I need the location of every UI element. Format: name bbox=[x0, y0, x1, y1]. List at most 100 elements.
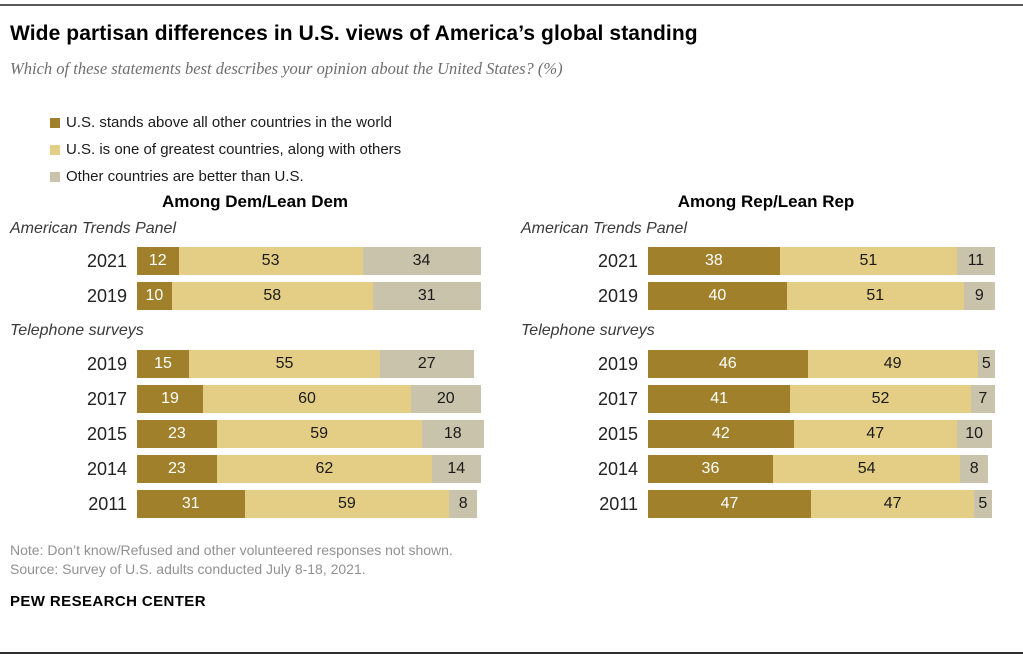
legend-swatch-icon bbox=[50, 171, 60, 182]
bar-value-label: 23 bbox=[168, 425, 186, 442]
section-label: Telephone surveys bbox=[521, 322, 655, 339]
bar-row: 2019 40 51 9 bbox=[521, 282, 1022, 310]
bar-segment: 58 bbox=[171, 282, 373, 310]
year-label: 2014 bbox=[86, 458, 127, 479]
bar-row: 2017 19 60 20 bbox=[10, 385, 511, 413]
bar-track: 19 60 20 bbox=[137, 385, 481, 413]
bar-row: 2011 47 47 5 bbox=[521, 490, 1022, 518]
chart-panel: Among Rep/Lean Rep American Trends Panel 2… bbox=[511, 192, 1022, 525]
bar-value-label: 5 bbox=[981, 355, 991, 372]
bar-segment: 20 bbox=[411, 385, 481, 413]
bar-segment: 52 bbox=[790, 385, 971, 413]
bar-value-label: 23 bbox=[168, 460, 186, 477]
bar-segment: 59 bbox=[244, 490, 450, 518]
bar-track: 12 53 34 bbox=[137, 247, 481, 275]
panel-title: Among Dem/Lean Dem bbox=[161, 192, 349, 211]
bar-segment: 31 bbox=[372, 282, 481, 310]
bar-value-label: 8 bbox=[458, 495, 468, 512]
bar-value-label: 11 bbox=[967, 252, 985, 269]
bar-track: 10 58 31 bbox=[137, 282, 481, 310]
bar-segment: 8 bbox=[960, 455, 989, 483]
bar-track: 23 62 14 bbox=[137, 455, 481, 483]
bar-row: 2014 23 62 14 bbox=[10, 455, 511, 483]
legend-item: U.S. is one of greatest countries, along… bbox=[50, 136, 1023, 163]
bar-segment: 23 bbox=[137, 455, 217, 483]
year-label: 2021 bbox=[86, 250, 127, 271]
note-text: Note: Don’t know/Refused and other volun… bbox=[10, 542, 453, 558]
year-label: 2011 bbox=[88, 493, 127, 514]
bar-segment: 41 bbox=[648, 385, 791, 413]
bar-segment: 51 bbox=[786, 282, 964, 310]
bar-segment: 5 bbox=[974, 490, 992, 518]
bar-segment: 54 bbox=[772, 455, 961, 483]
panel-title: Among Rep/Lean Rep bbox=[677, 192, 855, 211]
bar-row: 2021 38 51 11 bbox=[521, 247, 1022, 275]
bar-segment: 47 bbox=[811, 490, 975, 518]
bar-row: 2015 42 47 10 bbox=[521, 420, 1022, 448]
bar-value-label: 36 bbox=[701, 460, 720, 477]
bar-value-label: 55 bbox=[275, 355, 294, 372]
bar-segment: 12 bbox=[137, 247, 179, 275]
bar-value-label: 59 bbox=[310, 425, 329, 442]
year-label: 2019 bbox=[597, 285, 638, 306]
bar-segment: 9 bbox=[963, 282, 995, 310]
bar-value-label: 19 bbox=[161, 390, 179, 407]
bar-segment: 51 bbox=[779, 247, 957, 275]
legend-label: Other countries are better than U.S. bbox=[66, 168, 304, 185]
bar-track: 40 51 9 bbox=[648, 282, 995, 310]
year-label: 2019 bbox=[86, 353, 127, 374]
section-label: Telephone surveys bbox=[10, 322, 144, 339]
bar-value-label: 31 bbox=[181, 495, 200, 512]
chart-panels: Among Dem/Lean Dem American Trends Panel 2… bbox=[0, 192, 1023, 525]
bar-segment: 47 bbox=[793, 420, 957, 448]
bar-segment: 49 bbox=[807, 350, 978, 378]
legend-swatch-icon bbox=[50, 144, 60, 155]
bar-value-label: 51 bbox=[859, 252, 878, 269]
bar-row: 2021 12 53 34 bbox=[10, 247, 511, 275]
year-label: 2015 bbox=[597, 423, 638, 444]
bar-segment: 23 bbox=[137, 420, 217, 448]
bar-segment: 10 bbox=[956, 420, 992, 448]
bar-segment: 19 bbox=[137, 385, 203, 413]
bar-segment: 46 bbox=[648, 350, 808, 378]
chart-notes: Note: Don’t know/Refused and other volun… bbox=[10, 541, 1013, 579]
bar-segment: 36 bbox=[648, 455, 773, 483]
bar-value-label: 15 bbox=[154, 355, 172, 372]
bar-value-label: 38 bbox=[705, 252, 723, 269]
bar-segment: 55 bbox=[189, 350, 380, 378]
year-label: 2021 bbox=[597, 250, 638, 271]
legend-item: U.S. stands above all other countries in… bbox=[50, 109, 1023, 136]
bar-value-label: 8 bbox=[969, 460, 979, 477]
legend-label: U.S. is one of greatest countries, along… bbox=[66, 141, 402, 158]
bar-segment: 60 bbox=[202, 385, 412, 413]
legend-item: Other countries are better than U.S. bbox=[50, 163, 1023, 190]
bar-segment: 15 bbox=[137, 350, 190, 378]
bottom-divider bbox=[0, 652, 1023, 654]
bar-row: 2014 36 54 8 bbox=[521, 455, 1022, 483]
bar-value-label: 10 bbox=[145, 287, 164, 304]
bar-row: 2011 31 59 8 bbox=[10, 490, 511, 518]
year-label: 2017 bbox=[597, 388, 638, 409]
bar-track: 41 52 7 bbox=[648, 385, 995, 413]
bar-track: 15 55 27 bbox=[137, 350, 474, 378]
bar-value-label: 41 bbox=[710, 390, 729, 407]
bar-value-label: 27 bbox=[417, 355, 436, 372]
bar-segment: 8 bbox=[449, 490, 478, 518]
bar-segment: 31 bbox=[137, 490, 245, 518]
bar-segment: 18 bbox=[421, 420, 484, 448]
bar-value-label: 40 bbox=[708, 287, 727, 304]
bar-segment: 38 bbox=[648, 247, 780, 275]
page-subtitle: Which of these statements best describes… bbox=[10, 59, 563, 78]
source-text: Source: Survey of U.S. adults conducted … bbox=[10, 561, 366, 577]
year-label: 2015 bbox=[86, 423, 127, 444]
bar-value-label: 62 bbox=[315, 460, 334, 477]
bar-value-label: 54 bbox=[857, 460, 876, 477]
brand-wordmark: PEW RESEARCH CENTER bbox=[10, 593, 206, 610]
bar-value-label: 5 bbox=[978, 495, 988, 512]
chart-panel: Among Dem/Lean Dem American Trends Panel 2… bbox=[0, 192, 511, 525]
bar-track: 36 54 8 bbox=[648, 455, 989, 483]
bar-value-label: 60 bbox=[298, 390, 316, 407]
bar-value-label: 12 bbox=[148, 252, 167, 269]
bar-value-label: 47 bbox=[883, 495, 902, 512]
bar-value-label: 46 bbox=[718, 355, 737, 372]
